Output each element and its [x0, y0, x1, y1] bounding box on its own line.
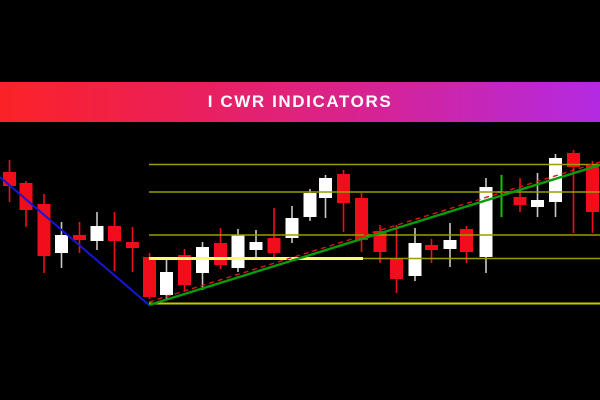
candle-body [567, 153, 580, 167]
candle-body [267, 238, 281, 253]
red-trend-line [148, 161, 600, 303]
candle-body [355, 198, 368, 240]
banner-title: I CWR INDICATORS [207, 92, 393, 111]
candle-body [73, 235, 86, 240]
candle-body [126, 242, 139, 248]
candle-body [460, 229, 473, 252]
candle-body [443, 240, 457, 249]
candle-body [285, 218, 299, 238]
candle-body [319, 178, 332, 198]
candle-body [160, 272, 173, 295]
candle-body [90, 226, 104, 241]
candle-body [214, 243, 227, 265]
candle-body [390, 259, 403, 279]
candle-body [531, 200, 544, 207]
candle-body [513, 197, 527, 205]
blue-downtrend-line [0, 176, 150, 306]
candle-body [108, 226, 121, 241]
candle-body [425, 245, 438, 250]
candle-body [249, 242, 263, 250]
candle-body [55, 235, 68, 253]
candle-body [178, 255, 191, 285]
candle-body [303, 193, 317, 217]
candle-body [143, 257, 156, 297]
candle-body [231, 235, 245, 268]
title-banner: I CWR INDICATORS [0, 82, 600, 122]
candle-body [408, 243, 422, 276]
green-uptrend-line [148, 163, 600, 307]
candle-body [586, 165, 599, 212]
candle-body [479, 187, 493, 257]
candle-body [337, 174, 350, 203]
candle-body [373, 231, 387, 252]
